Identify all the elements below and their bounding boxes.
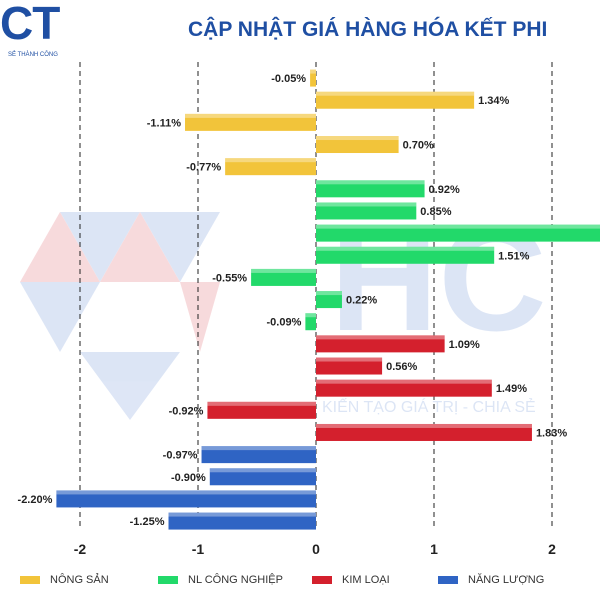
legend-label-nl-cong-nghiep: NL CÔNG NGHIỆP [188,574,283,586]
bar-highlight-2-2 [316,379,492,384]
bar-highlight-2-0 [316,335,445,340]
data-label-1-1: 0.85% [420,206,451,218]
x-tick-label-0: -2 [74,541,87,557]
data-label-1-4: -0.55% [212,272,247,284]
x-tick-label-3: 1 [430,541,438,557]
watermark-diamond-red-3 [180,282,220,352]
bar-highlight-1-6 [305,313,316,318]
data-label-1-0: 0.92% [429,184,460,196]
bar-highlight-1-5 [316,291,342,296]
data-label-1-3: 1.51% [498,250,529,262]
bar-highlight-0-2 [185,113,316,118]
bar-highlight-1-3 [316,246,495,251]
legend-item-nong-san: NÔNG SẢN [20,574,109,586]
bar-highlight-0-4 [225,158,316,163]
data-label-1-6: -0.09% [267,317,302,329]
data-label-3-2: -2.20% [18,494,53,506]
data-label-2-2: 1.49% [496,383,527,395]
bar-highlight-2-4 [316,423,532,428]
bar-2-0 [316,335,445,353]
data-label-2-0: 1.09% [449,339,480,351]
bar-2-1 [316,357,383,375]
bar-1-1 [316,202,417,220]
bar-highlight-1-0 [316,180,425,185]
watermark-diamond-blue-3 [20,282,100,352]
x-tick-label-4: 2 [548,541,556,557]
data-label-0-0: -0.05% [271,73,306,85]
data-label-1-5: 0.22% [346,295,377,307]
legend-label-kim-loai: KIM LOẠI [342,574,390,586]
legend-item-nang-luong: NĂNG LƯỢNG [438,574,544,586]
legend-swatch-nang-luong [438,576,458,584]
chart-bars: -0.05% 1.34% -1.11% 0.70% -0.77% 0.92% 0.85% 1.… [18,69,600,530]
bar-highlight-0-3 [316,136,399,141]
data-label-0-2: -1.11% [147,117,181,129]
data-label-3-0: -0.97% [163,450,198,462]
logo-text: CT [0,0,60,49]
bar-1-4 [251,268,316,286]
bar-highlight-3-2 [56,490,317,495]
bar-2-4 [316,423,532,441]
bar-1-2 [316,224,600,242]
bar-0-1 [316,91,475,109]
legend-item-kim-loai: KIM LOẠI [312,574,390,586]
bar-0-0 [310,69,316,87]
data-label-2-3: -0.92% [169,405,204,417]
x-tick-label-2: 0 [312,541,320,557]
bar-2-2 [316,379,492,397]
legend-swatch-nong-san [20,576,40,584]
legend-swatch-nl-cong-nghiep [158,576,178,584]
bar-1-6 [305,313,316,331]
watermark-diamond-blue-4 [80,352,180,420]
bar-0-2 [185,113,316,131]
bar-3-3 [168,512,316,530]
bar-highlight-3-0 [201,446,316,451]
bar-highlight-0-0 [310,69,316,74]
watermark-logo-text: HC [330,194,547,362]
data-label-3-3: -1.25% [130,516,165,528]
bar-1-3 [316,246,495,264]
bar-3-1 [209,468,316,486]
bar-highlight-2-1 [316,357,383,362]
data-label-0-3: 0.70% [403,140,434,152]
bar-3-0 [201,446,316,464]
bar-highlight-1-2 [316,224,600,229]
legend-label-nong-san: NÔNG SẢN [50,574,109,586]
bar-highlight-1-1 [316,202,417,207]
brand-logo: CT SẺ THÀNH CÔNG [0,0,80,70]
bar-2-3 [207,401,316,419]
watermark: HC KIẾN TẠO GIÁ TRỊ - CHIA SẺ [20,194,547,420]
bar-0-4 [225,158,316,176]
bar-0-3 [316,136,399,154]
data-label-0-4: -0.77% [186,162,221,174]
watermark-tagline: KIẾN TẠO GIÁ TRỊ - CHIA SẺ [322,397,536,416]
legend-item-nl-cong-nghiep: NL CÔNG NGHIỆP [158,574,283,586]
watermark-diamond-blue-2 [140,212,220,282]
bar-highlight-0-1 [316,91,475,96]
bar-highlight-3-3 [168,512,316,517]
bar-highlight-1-4 [251,268,316,273]
chart-title: CẬP NHẬT GIÁ HÀNG HÓA KẾT PHI [188,18,548,41]
bar-3-2 [56,490,317,508]
data-label-2-1: 0.56% [386,361,417,373]
bar-1-5 [316,291,342,309]
logo-subtext: SẺ THÀNH CÔNG [8,52,58,58]
watermark-diamond-blue [60,212,140,282]
bar-1-0 [316,180,425,198]
bar-highlight-2-3 [207,401,316,406]
data-label-0-1: 1.34% [478,95,509,107]
x-axis-ticks: -2 -1 0 1 2 [74,541,556,557]
bar-highlight-3-1 [209,468,316,473]
data-label-2-4: 1.83% [536,427,567,439]
legend-label-nang-luong: NĂNG LƯỢNG [468,574,545,586]
watermark-diamond-red-2 [100,212,180,282]
x-tick-label-1: -1 [192,541,205,557]
data-label-3-1: -0.90% [171,472,206,484]
legend-swatch-kim-loai [312,576,332,584]
chart-legend: NÔNG SẢN NL CÔNG NGHIỆP KIM LOẠI NĂNG LƯ… [0,574,600,594]
